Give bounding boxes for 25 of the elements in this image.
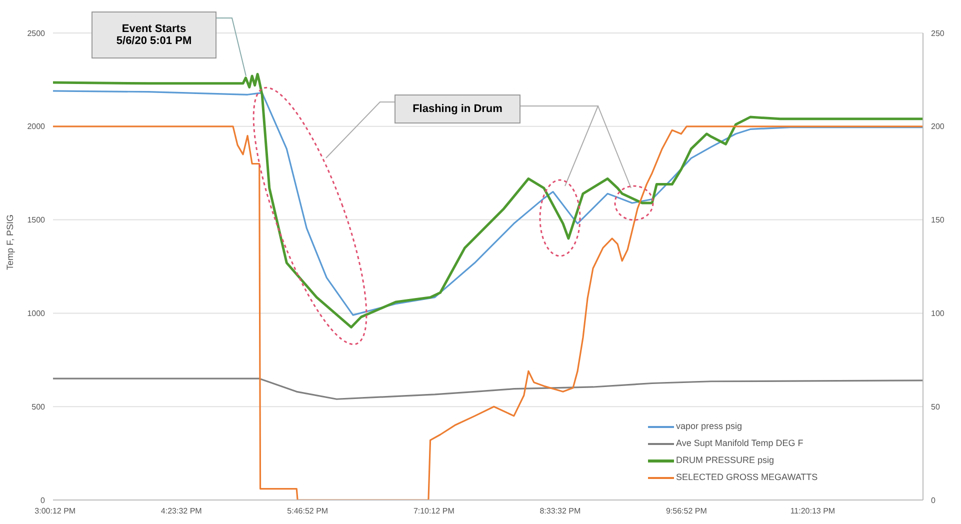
line-series [53,378,923,400]
x-tick-label: 7:10:12 PM [413,506,455,516]
legend-label: DRUM PRESSURE psig [676,454,774,467]
y2-tick-label: 0 [931,496,936,505]
legend-label: Ave Supt Manifold Temp DEG F [676,437,804,450]
x-tick-label: 4:23:32 PM [160,506,202,516]
y-tick-label: 2500 [27,28,46,38]
y-tick-label: 500 [32,402,46,412]
legend-label: SELECTED GROSS MEGAWATTS [676,471,818,484]
x-tick-label: 8:33:32 PM [540,506,581,516]
x-tick-label: 5:46:52 PM [287,506,328,516]
y-tick-label: 0 [40,496,46,505]
y-axis-title: Temp F, PSIG [5,214,15,270]
y2-tick-label: 50 [931,402,940,412]
y2-tick-label: 150 [931,216,945,225]
y2-tick-label: 200 [931,122,945,132]
y-tick-label: 1000 [27,309,46,318]
y2-tick-label: 100 [931,309,945,318]
x-tick-label: 3:00:12 PM [34,506,76,516]
y-tick-label: 2000 [27,122,46,132]
y-tick-label: 1500 [27,216,46,225]
x-tick-label: 9:56:52 PM [666,506,708,516]
x-tick-label: 11:20:13 PM [790,506,836,516]
y2-tick-label: 250 [931,28,945,38]
legend-label: vapor press psig [676,420,742,433]
